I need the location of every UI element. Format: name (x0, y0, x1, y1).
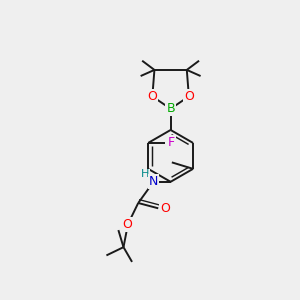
Text: H: H (141, 169, 149, 179)
Text: O: O (184, 90, 194, 103)
Text: O: O (122, 218, 132, 231)
Text: F: F (168, 136, 175, 149)
Text: O: O (160, 202, 170, 215)
Text: B: B (166, 102, 175, 115)
Text: N: N (149, 175, 158, 188)
Text: O: O (147, 90, 157, 103)
